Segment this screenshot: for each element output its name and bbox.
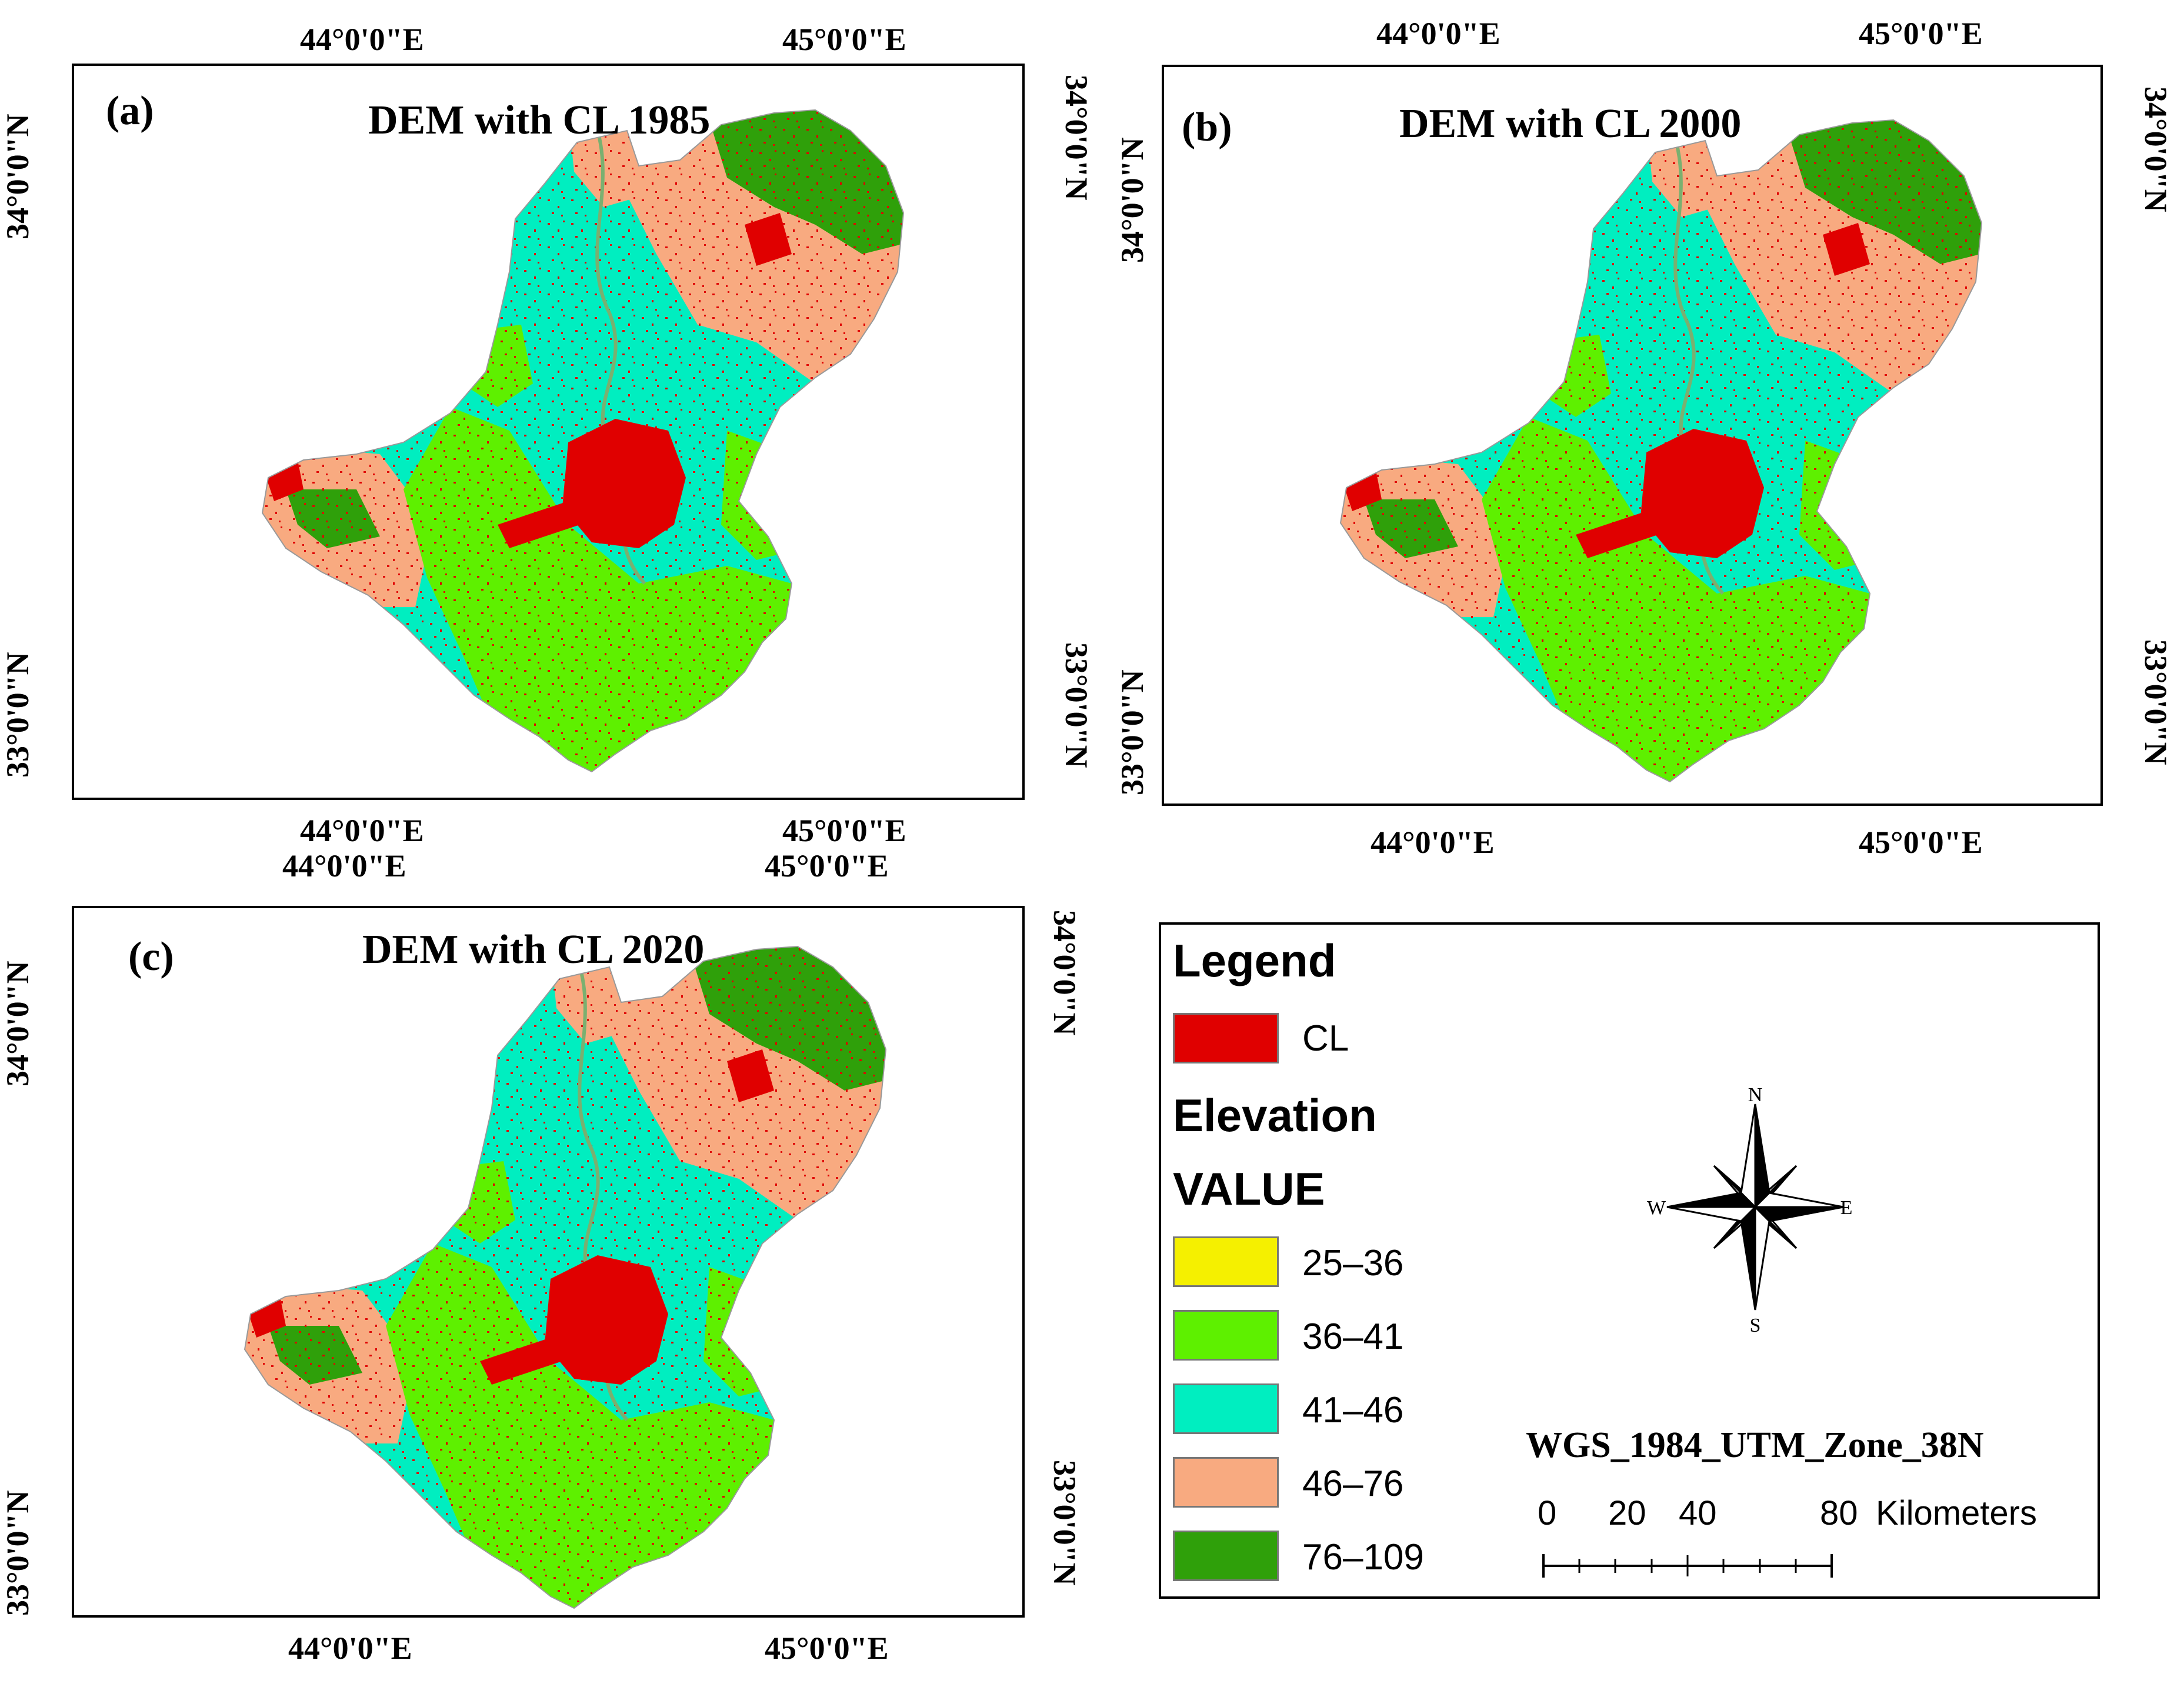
lat-label-34-right-b: 34°0'0"N (2138, 86, 2173, 212)
scale-tick-20: 20 (1608, 1494, 1646, 1532)
map-panel-a: (a) DEM with CL 1985 (72, 64, 1025, 800)
lon-label-44-top-a: 44°0'0"E (300, 22, 424, 57)
lat-label-34-right-c: 34°0'0"N (1047, 910, 1082, 1036)
lon-label-45-top-b: 45°0'0"E (1859, 16, 1983, 51)
map-raster-b (1164, 67, 2100, 804)
panel-title-c: DEM with CL 2020 (362, 927, 705, 972)
legend-label-76-109: 76–109 (1302, 1537, 1424, 1578)
legend-label-46-76: 46–76 (1302, 1463, 1404, 1504)
map-panel-b: (b) DEM with CL 2000 (1162, 65, 2103, 806)
legend-swatch-76-109 (1173, 1531, 1279, 1581)
legend-swatch-25-36 (1173, 1236, 1279, 1287)
lat-label-34-left-c: 34°0'0"N (0, 961, 35, 1086)
lon-label-44-top-b: 44°0'0"E (1376, 16, 1501, 51)
legend-panel: Legend CL Elevation VALUE 25–36 36–41 41… (1159, 922, 2100, 1599)
lon-label-45-bottom-b: 45°0'0"E (1859, 825, 1983, 860)
legend-swatch-46-76 (1173, 1457, 1279, 1508)
panel-label-c: (c) (128, 934, 174, 979)
scale-tick-40: 40 (1679, 1494, 1717, 1532)
panel-title-b: DEM with CL 2000 (1399, 101, 1742, 146)
lat-label-33-left-a: 33°0'0"N (0, 652, 35, 778)
panel-label-b: (b) (1182, 105, 1232, 150)
legend-label-25-36: 25–36 (1302, 1243, 1404, 1283)
lon-label-45-bottom-a: 45°0'0"E (782, 813, 906, 848)
lat-label-33-right-c: 33°0'0"N (1047, 1460, 1082, 1586)
lat-label-33-right-a: 33°0'0"N (1059, 642, 1094, 768)
legend-swatch-36-41 (1173, 1310, 1279, 1361)
lon-label-44-bottom-c: 44°0'0"E (288, 1631, 412, 1666)
lat-label-34-left-a: 34°0'0"N (0, 114, 35, 239)
compass-s: S (1750, 1315, 1761, 1336)
scale-unit: Kilometers (1876, 1494, 2037, 1532)
lat-label-33-left-b: 33°0'0"N (1115, 669, 1150, 795)
lon-label-45-top-a: 45°0'0"E (782, 22, 906, 57)
scale-bar-graphic (1542, 1554, 1833, 1578)
map-raster-a (74, 66, 1022, 798)
panel-label-a: (a) (106, 88, 154, 134)
map-panel-c: (c) DEM with CL 2020 (72, 906, 1025, 1618)
lat-label-34-right-a: 34°0'0"N (1059, 75, 1094, 201)
panel-title-a: DEM with CL 1985 (368, 98, 711, 143)
legend-swatch-cl (1173, 1013, 1279, 1063)
lat-label-33-left-c: 33°0'0"N (0, 1490, 35, 1616)
scale-tick-80: 80 (1820, 1494, 1858, 1532)
scale-tick-0: 0 (1538, 1494, 1557, 1532)
map-raster-c (74, 908, 1022, 1615)
legend-label-41-46: 41–46 (1302, 1390, 1404, 1431)
lon-label-44-bottom-b: 44°0'0"E (1371, 825, 1495, 860)
legend-swatch-41-46 (1173, 1383, 1279, 1434)
lon-label-44-bottom-a: 44°0'0"E (300, 813, 424, 848)
legend-title: Legend (1173, 935, 1336, 986)
compass-rose-icon: N S E W (1647, 1084, 1853, 1336)
compass-e: E (1840, 1197, 1853, 1219)
lon-label-45-top-c: 45°0'0"E (765, 848, 889, 883)
compass-n: N (1748, 1084, 1763, 1106)
lon-label-44-top-c: 44°0'0"E (282, 848, 406, 883)
legend-elevation-heading: Elevation (1173, 1089, 1377, 1141)
lat-label-33-right-b: 33°0'0"N (2138, 639, 2173, 765)
legend-label-36-41: 36–41 (1302, 1316, 1404, 1357)
legend-label-cl: CL (1302, 1018, 1349, 1059)
lat-label-34-left-b: 34°0'0"N (1115, 137, 1150, 263)
projection-label: WGS_1984_UTM_Zone_38N (1526, 1425, 1984, 1465)
legend-value-heading: VALUE (1173, 1163, 1325, 1215)
lon-label-45-bottom-c: 45°0'0"E (765, 1631, 889, 1666)
compass-w: W (1647, 1197, 1666, 1219)
